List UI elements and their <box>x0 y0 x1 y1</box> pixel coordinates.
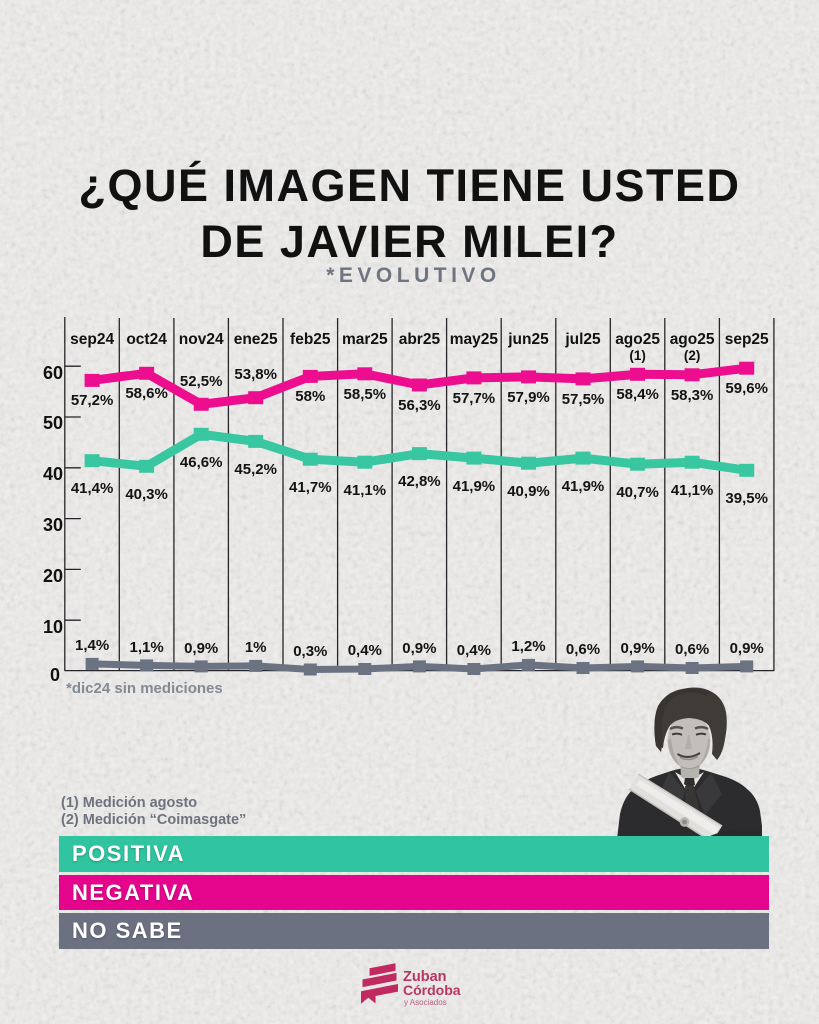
svg-text:y Asociados: y Asociados <box>404 998 447 1007</box>
svg-text:Córdoba: Córdoba <box>403 982 461 998</box>
svg-text:Zuban: Zuban <box>403 969 447 985</box>
